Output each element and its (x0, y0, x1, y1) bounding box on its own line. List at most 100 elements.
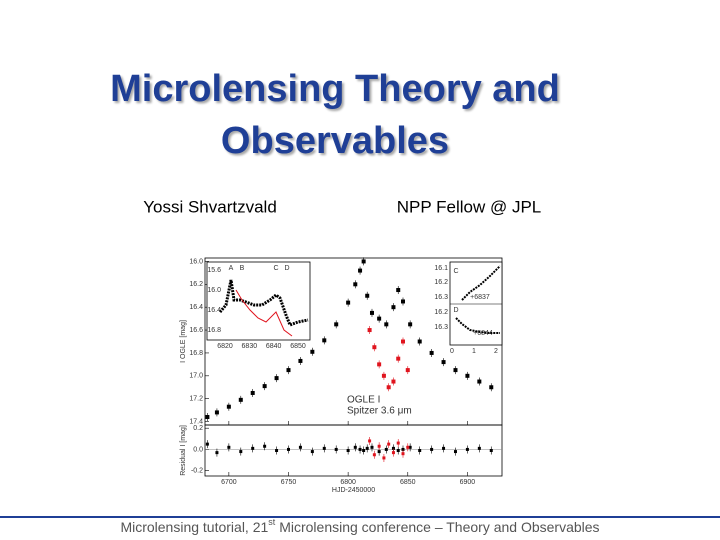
data-point (353, 282, 358, 287)
x-tick-label: 6800 (340, 479, 356, 486)
data-point (384, 322, 389, 327)
affiliation: NPP Fellow @ JPL (397, 197, 542, 216)
x-tick-label: 6750 (281, 479, 297, 486)
figure: 16.0 16.2 16.4 16.6 16.8 17.0 17.2 17.40.2 0.0 -0… (180, 257, 503, 494)
y-tick-label: 16.8 (189, 350, 203, 357)
data-point (384, 447, 388, 451)
data-point (430, 447, 434, 451)
data-point (368, 439, 372, 443)
inset-tick-label: 2 (494, 348, 498, 355)
data-point (322, 338, 327, 343)
footer: Microlensing tutorial, 21st Microlensing… (120, 517, 599, 534)
data-point (367, 328, 372, 333)
y-tick-label: 16.0 (189, 258, 203, 265)
slide-title: Observables (221, 120, 449, 162)
data-point (453, 368, 458, 373)
y-tick-label: 16.6 (189, 327, 203, 334)
data-point (310, 349, 315, 354)
data-point (251, 446, 255, 450)
inset-tick-label: 16.0 (207, 287, 221, 294)
data-point (358, 447, 362, 451)
data-point (346, 300, 351, 305)
data-point (205, 442, 209, 446)
footer-text: Microlensing conference – Theory and Obs… (275, 519, 599, 535)
inset-label: B (240, 265, 245, 272)
legend-label: Spitzer 3.6 μm (347, 406, 412, 417)
y-tick-label: 16.2 (189, 281, 203, 288)
data-point (382, 456, 386, 460)
data-point (274, 376, 279, 381)
data-point (386, 385, 391, 390)
data-point (441, 360, 446, 365)
data-point (401, 339, 405, 344)
data-point (465, 447, 469, 451)
data-point (396, 356, 401, 361)
data-point (226, 404, 231, 409)
x-axis-label: HJD-2450000 (332, 487, 375, 494)
data-point (365, 446, 369, 450)
inset-tick-label: 16.3 (434, 324, 448, 331)
y-tick-label: 16.4 (189, 304, 203, 311)
data-point (377, 316, 382, 321)
data-point (489, 449, 493, 452)
data-point (275, 449, 279, 452)
y-axis-label: I OGLE [mag] (180, 320, 187, 363)
data-point (377, 444, 381, 448)
data-point (408, 322, 413, 327)
legend-label: OGLE I (347, 395, 380, 406)
data-point (298, 445, 302, 449)
data-point (405, 368, 410, 373)
inset-label: C (273, 265, 278, 272)
data-point (477, 379, 482, 384)
data-point (396, 288, 401, 293)
data-point (286, 447, 290, 451)
data-point (334, 322, 339, 327)
data-point (322, 446, 326, 450)
y-tick-label: 0.0 (193, 446, 203, 453)
x-tick-label: 6700 (221, 479, 237, 486)
inset-tick-label: 16.2 (434, 279, 448, 286)
data-point (417, 339, 422, 344)
data-point (418, 449, 422, 452)
data-point (477, 446, 481, 450)
data-point (362, 449, 366, 452)
inset-tick-label: 6820 (217, 343, 233, 350)
inset-tick-label: 6850 (290, 343, 306, 350)
data-point (334, 447, 338, 451)
data-point (310, 450, 314, 454)
data-point (391, 451, 395, 455)
data-point (372, 453, 376, 457)
inset-frame (206, 261, 311, 341)
y-tick-label: 17.2 (189, 396, 203, 403)
data-point (377, 450, 381, 454)
footer-text: Microlensing tutorial, 21 (120, 519, 268, 535)
inset-label: D (284, 265, 289, 272)
data-point (387, 442, 391, 446)
inset-curve (235, 289, 293, 337)
y-tick-label: 0.2 (193, 425, 203, 432)
data-point (358, 268, 363, 273)
inset-tick-label: 15.6 (207, 267, 221, 274)
data-point (391, 379, 396, 384)
data-point (401, 299, 405, 304)
y-tick-label: 17.4 (189, 418, 203, 425)
inset-tick-label: 6840 (266, 343, 282, 350)
data-point (429, 350, 434, 355)
data-point (377, 362, 382, 367)
inset-label: C (453, 268, 458, 275)
data-point (401, 452, 405, 456)
data-point (465, 373, 470, 378)
y-tick-label: 17.0 (189, 373, 203, 380)
data-point (262, 384, 267, 389)
data-point (263, 444, 267, 448)
x-tick-label: 6850 (400, 479, 416, 486)
data-point (370, 445, 374, 449)
data-point (286, 368, 291, 373)
data-point (238, 397, 243, 402)
data-point (250, 390, 255, 395)
data-point (442, 446, 446, 450)
data-point (298, 358, 303, 363)
inset-tick-label: 16.8 (207, 327, 221, 334)
y-axis-label: Residual I [mag] (180, 425, 187, 476)
data-point (381, 373, 386, 378)
